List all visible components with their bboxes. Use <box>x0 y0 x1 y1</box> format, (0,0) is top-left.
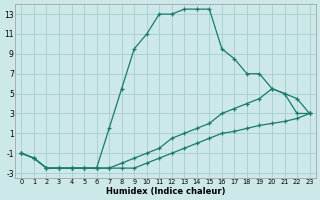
X-axis label: Humidex (Indice chaleur): Humidex (Indice chaleur) <box>106 187 225 196</box>
